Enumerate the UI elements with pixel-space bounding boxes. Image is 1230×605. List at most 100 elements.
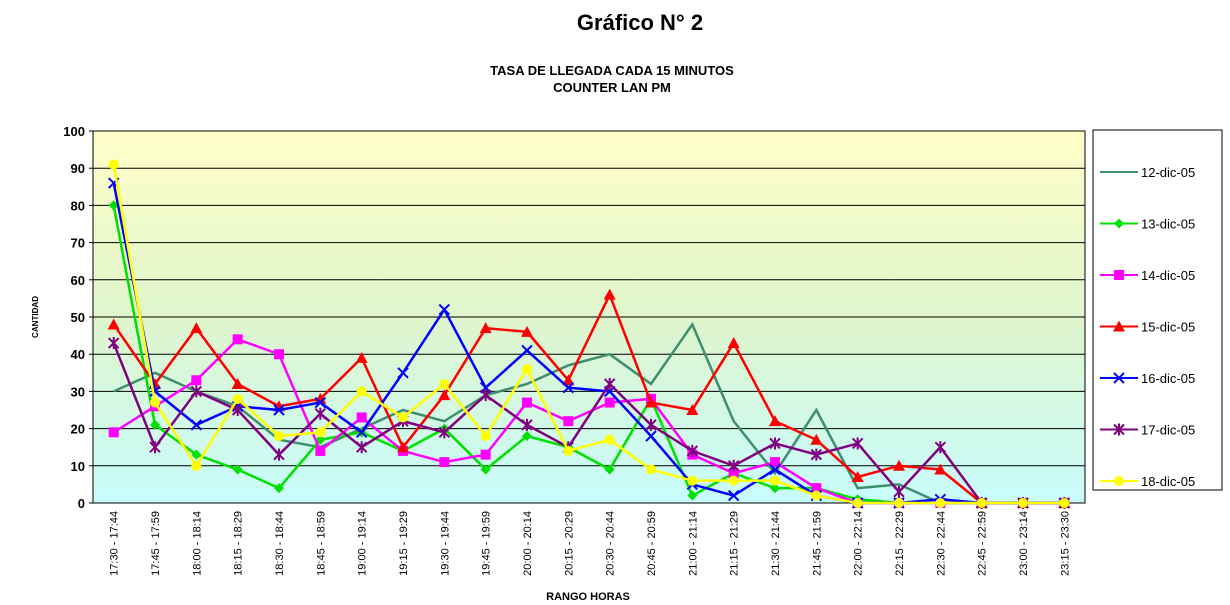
data-point (603, 377, 616, 390)
data-point (480, 464, 491, 475)
data-point (314, 392, 327, 404)
data-point (356, 412, 367, 423)
data-point (522, 364, 532, 375)
data-point (810, 433, 823, 445)
x-tick-label: 18:00 - 18:14 (191, 511, 203, 576)
x-tick-label: 19:45 - 19:59 (481, 511, 493, 576)
x-tick-label: 19:15 - 19:29 (398, 511, 410, 576)
data-point (274, 349, 284, 360)
series-line (113, 321, 1065, 505)
data-point (480, 431, 491, 442)
data-point (687, 490, 698, 501)
data-point (687, 475, 698, 486)
data-point (645, 418, 657, 431)
y-axis-label: CANTIDAD (31, 296, 40, 338)
data-point (191, 375, 202, 386)
y-tick-label: 60 (71, 273, 85, 288)
y-tick-label: 20 (71, 422, 85, 437)
legend-marker (1114, 270, 1124, 280)
data-point (232, 393, 243, 404)
data-point (563, 416, 574, 427)
data-point (851, 470, 864, 482)
x-tick-label: 18:15 - 18:29 (233, 511, 245, 576)
data-point (769, 463, 781, 476)
data-point (562, 374, 575, 386)
x-tick-label: 19:00 - 19:14 (357, 511, 369, 576)
data-point (232, 334, 243, 345)
x-tick-label: 19:30 - 19:44 (439, 511, 451, 576)
subtitle: COUNTER LAN PM (553, 80, 671, 95)
data-point (231, 404, 244, 416)
data-point (190, 419, 203, 431)
data-point (646, 464, 656, 475)
data-point (851, 437, 864, 450)
data-point (645, 430, 657, 442)
data-point (355, 441, 368, 454)
data-point (191, 460, 202, 471)
data-point (107, 318, 120, 330)
data-point (315, 427, 326, 438)
legend-label: 15-dic-05 (1141, 320, 1195, 335)
legend-label: 13-dic-05 (1141, 217, 1195, 232)
y-tick-label: 70 (71, 236, 85, 251)
data-point (976, 498, 987, 508)
data-point (274, 483, 284, 494)
x-tick-label: 22:30 - 22:44 (935, 511, 947, 576)
data-point (893, 485, 905, 498)
data-point (314, 396, 327, 409)
data-point (150, 397, 160, 408)
data-point (563, 445, 574, 456)
legend-marker (1113, 320, 1125, 332)
data-point (521, 344, 533, 357)
y-tick-label: 40 (71, 347, 85, 362)
data-point (522, 397, 532, 408)
y-tick-label: 10 (71, 459, 85, 474)
data-point (108, 159, 119, 170)
data-point (231, 377, 244, 389)
data-point (934, 441, 947, 454)
series-line (112, 291, 1065, 505)
x-tick-label: 22:15 - 22:29 (894, 511, 906, 576)
data-point (479, 322, 492, 334)
y-tick-label: 50 (71, 310, 85, 325)
data-point (356, 386, 367, 397)
legend-label: 17-dic-05 (1141, 423, 1195, 438)
data-point (190, 322, 203, 334)
x-tick-label: 23:00 - 23:14 (1018, 511, 1030, 576)
data-point (438, 389, 451, 401)
data-point (769, 437, 781, 450)
data-point (770, 475, 780, 486)
x-tick-label: 21:00 - 21:14 (687, 511, 699, 576)
data-point (1059, 498, 1070, 508)
legend-label: 16-dic-05 (1141, 371, 1195, 386)
data-point (727, 337, 740, 349)
legend-label: 14-dic-05 (1141, 268, 1195, 283)
data-point (645, 396, 657, 408)
data-point (108, 427, 119, 438)
data-point (934, 463, 947, 475)
data-point (479, 389, 492, 402)
data-point (852, 498, 863, 508)
data-point (150, 419, 160, 430)
data-point (480, 449, 491, 460)
data-point (686, 404, 699, 415)
data-point (273, 448, 285, 461)
data-point (521, 418, 533, 431)
data-point (811, 490, 822, 501)
x-axis-label: RANGO HORAS (546, 591, 630, 603)
chart-title: Gráfico N° 2 (577, 10, 703, 35)
data-point (522, 431, 532, 442)
data-point (728, 468, 739, 479)
data-point (770, 457, 780, 468)
data-point (438, 426, 451, 439)
x-tick-label: 21:15 - 21:29 (729, 511, 741, 576)
y-tick-label: 90 (71, 161, 85, 176)
x-tick-label: 21:45 - 21:59 (811, 511, 823, 576)
data-point (149, 441, 161, 454)
x-tick-label: 17:30 - 17:44 (109, 511, 121, 576)
data-point (686, 444, 699, 457)
data-point (355, 351, 368, 363)
legend-marker (1114, 476, 1124, 486)
x-tick-label: 22:00 - 22:14 (853, 511, 865, 576)
